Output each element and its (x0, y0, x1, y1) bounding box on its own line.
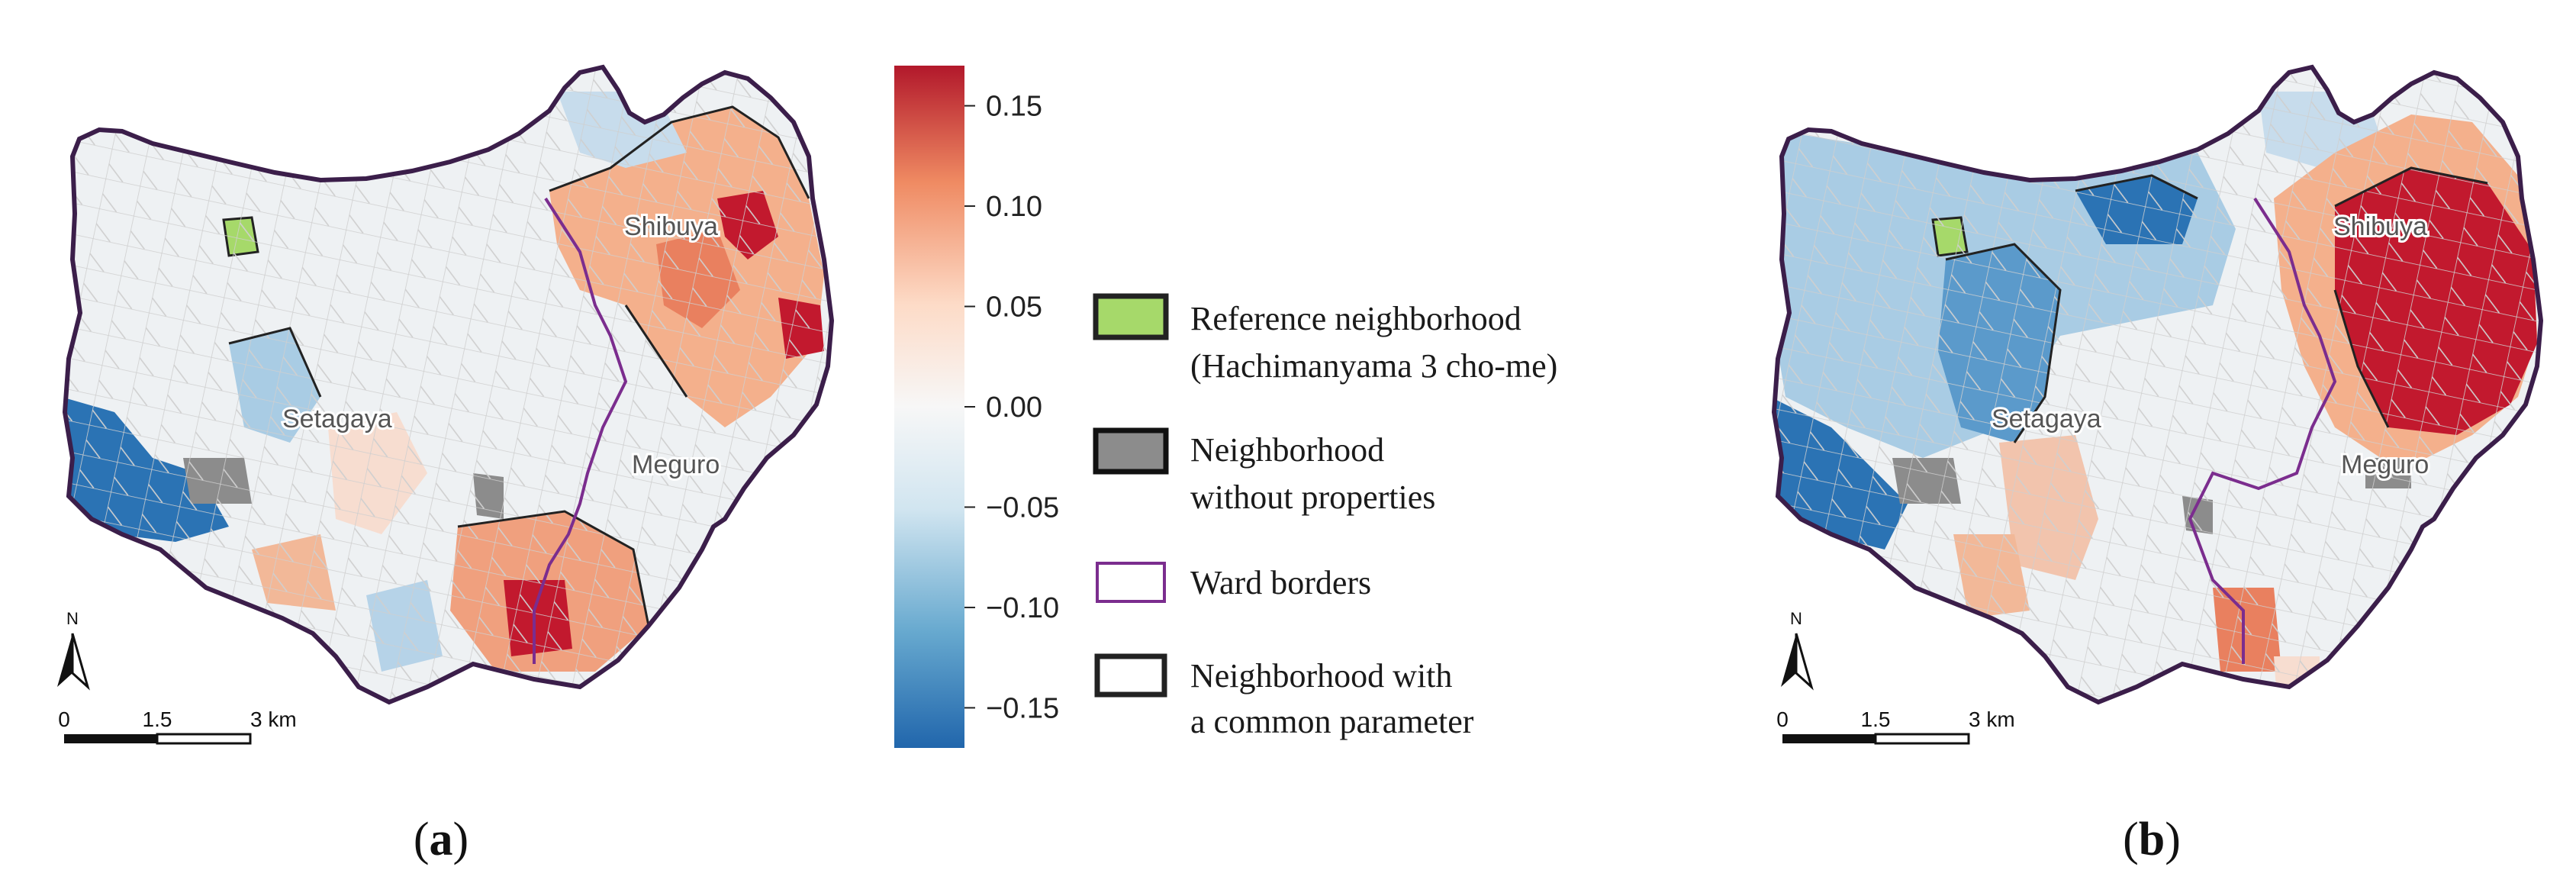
svg-text:0: 0 (1776, 707, 1789, 731)
map-b-north-arrow: N (1781, 609, 1814, 691)
map-b-label-setagaya: Setagaya (1992, 404, 2101, 433)
map-a-label-meguro: Meguro (632, 450, 720, 479)
map-a-ward-border (533, 197, 628, 664)
map-b-ward-border (2188, 197, 2337, 664)
map-a-common-outlines (228, 105, 810, 627)
map-b-label-shibuya: Shibuya (2333, 212, 2427, 241)
legend-no-properties-line1: Neighborhood (1190, 431, 1384, 469)
map-a: Shibuya Setagaya Meguro N 0 1.5 3 km (57, 64, 835, 745)
legend-common-parameter-line1: Neighborhood with (1190, 657, 1452, 695)
colorbar-gradient (894, 66, 964, 748)
legend-item-ward-borders: Ward borders (1096, 562, 1371, 603)
map-a-boundary (62, 64, 835, 705)
svg-text:N: N (1790, 609, 1802, 628)
map-b-boundary (1771, 64, 2544, 705)
colorbar-tick-label: 0.05 (986, 292, 1042, 324)
map-a-north-arrow: N (57, 609, 90, 691)
legend-common-parameter-line2: a common parameter (1190, 703, 1474, 740)
svg-text:N: N (66, 609, 79, 628)
legend-ward-borders-line1: Ward borders (1190, 564, 1371, 601)
svg-text:0: 0 (58, 707, 70, 731)
legend-ward-borders-swatch (1096, 562, 1166, 603)
legend-item-reference: Reference neighborhood (Hachimanyama 3 c… (1093, 293, 1557, 385)
legend-item-common-parameter: Neighborhood with a common parameter (1094, 653, 1474, 740)
colorbar-tick-label: −0.05 (986, 492, 1059, 524)
map-a-label-shibuya: Shibuya (624, 212, 718, 241)
colorbar: 0.15 0.10 0.05 0.00 −0.05 −0.10 −0.15 (894, 66, 1059, 748)
svg-text:3 km: 3 km (1969, 707, 2015, 731)
svg-text:3 km: 3 km (250, 707, 297, 731)
panel-label-b: (b) (2123, 814, 2181, 865)
legend-common-parameter-swatch (1094, 653, 1167, 698)
colorbar-tick-label: −0.10 (986, 592, 1059, 624)
legend-reference-line2: (Hachimanyama 3 cho-me) (1190, 347, 1557, 385)
map-b-common-outlines (1945, 166, 2488, 443)
legend-no-properties-line2: without properties (1190, 479, 1435, 516)
colorbar-tick-label: −0.15 (986, 692, 1059, 724)
colorbar-tick-label: 0.15 (986, 91, 1042, 123)
legend: Reference neighborhood (Hachimanyama 3 c… (1093, 293, 1557, 740)
legend-no-properties-swatch (1093, 427, 1169, 475)
map-a-scale-bar: 0 1.5 3 km (58, 707, 297, 745)
legend-reference-line1: Reference neighborhood (1190, 300, 1521, 337)
colorbar-tick-label: 0.00 (986, 392, 1042, 424)
map-b: Shibuya Setagaya Meguro N 0 1.5 3 km (1771, 64, 2544, 745)
colorbar-tick-label: 0.10 (986, 191, 1042, 223)
map-b-label-meguro: Meguro (2341, 450, 2429, 479)
svg-text:1.5: 1.5 (1861, 707, 1891, 731)
svg-text:1.5: 1.5 (143, 707, 172, 731)
map-a-label-setagaya: Setagaya (282, 404, 392, 433)
legend-item-no-properties: Neighborhood without properties (1093, 427, 1435, 516)
map-b-scale-bar: 0 1.5 3 km (1776, 707, 2015, 745)
colorbar-ticks: 0.15 0.10 0.05 0.00 −0.05 −0.10 −0.15 (964, 91, 1059, 724)
panel-label-a: (a) (414, 814, 469, 865)
legend-reference-swatch (1093, 293, 1169, 340)
